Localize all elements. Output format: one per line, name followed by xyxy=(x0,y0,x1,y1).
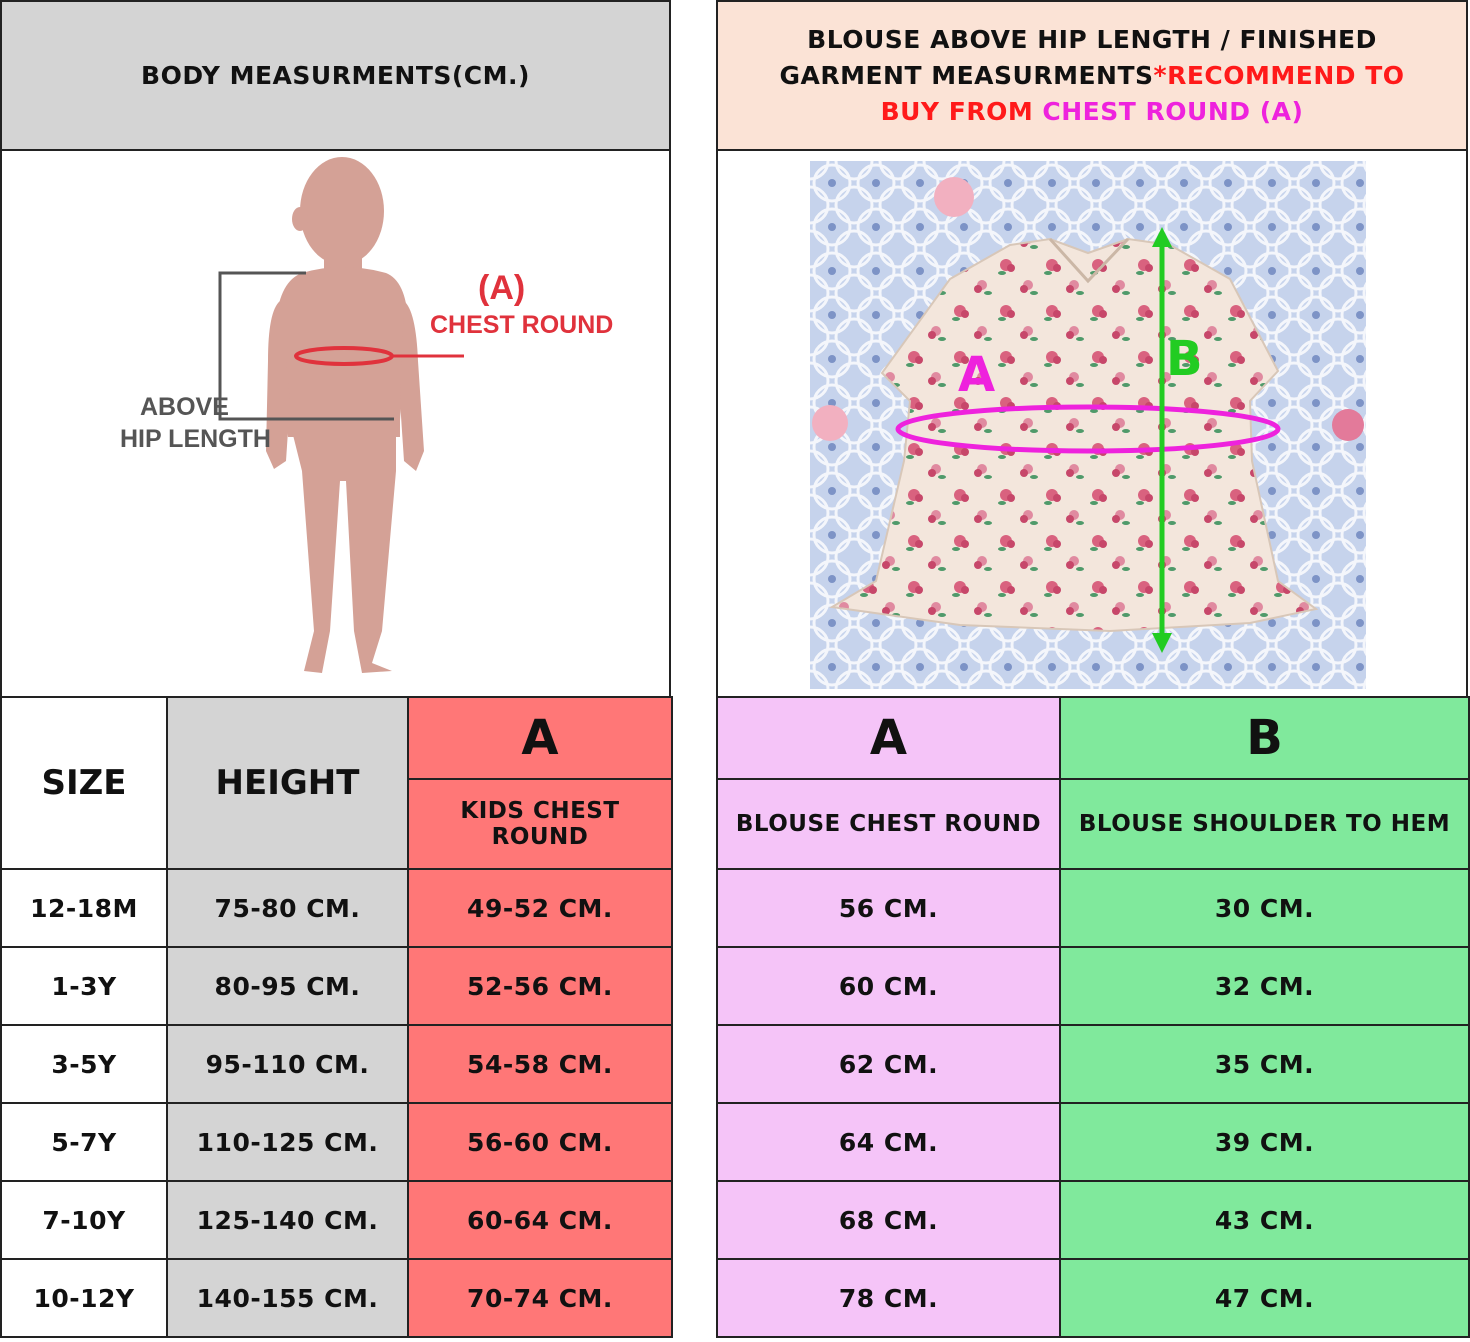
table-row: 68 CM. 43 CM. xyxy=(716,1180,1470,1260)
size-cell: 3-5Y xyxy=(0,1024,168,1104)
blouse-chest-cell: 60 CM. xyxy=(716,946,1061,1026)
table-row: 62 CM. 35 CM. xyxy=(716,1024,1470,1104)
kids-chest-cell: 60-64 CM. xyxy=(407,1180,673,1260)
kids-chest-cell: 56-60 CM. xyxy=(407,1102,673,1182)
chest-measure-ellipse xyxy=(895,404,1281,454)
kids-chest-cell: 52-56 CM. xyxy=(407,946,673,1026)
body-size-table: SIZE HEIGHT A KIDS CHEST ROUND 12-18M 75-… xyxy=(0,696,673,1338)
blouse-length-cell: 39 CM. xyxy=(1059,1102,1470,1182)
blouse-length-cell: 30 CM. xyxy=(1059,868,1470,948)
blouse-chest-cell: 64 CM. xyxy=(716,1102,1061,1182)
blouse-chest-cell: 68 CM. xyxy=(716,1180,1061,1260)
blouse-length-cell: 47 CM. xyxy=(1059,1258,1470,1338)
kids-chest-cell: 49-52 CM. xyxy=(407,868,673,948)
arrow-up-icon xyxy=(1152,227,1172,247)
height-cell: 140-155 CM. xyxy=(166,1258,409,1338)
marker-a-label: (A) xyxy=(478,269,526,307)
blouse-shape xyxy=(829,237,1319,633)
size-cell: 7-10Y xyxy=(0,1180,168,1260)
height-header: HEIGHT xyxy=(166,696,409,870)
table-row: 7-10Y 125-140 CM. 60-64 CM. xyxy=(0,1180,673,1260)
recommend-note: *RECOMMEND TO BUY FROM xyxy=(880,60,1405,126)
kids-chest-round-header: KIDS CHEST ROUND xyxy=(407,778,673,870)
height-cell: 95-110 CM. xyxy=(166,1024,409,1104)
photo-label-b: B xyxy=(1166,331,1203,387)
blouse-chest-round-header: BLOUSE CHEST ROUND xyxy=(716,778,1061,870)
height-cell: 125-140 CM. xyxy=(166,1180,409,1260)
table-row: 5-7Y 110-125 CM. 56-60 CM. xyxy=(0,1102,673,1182)
flower-decoration xyxy=(812,405,848,441)
table-row: 10-12Y 140-155 CM. 70-74 CM. xyxy=(0,1258,673,1338)
garment-header-title: BLOUSE ABOVE HIP LENGTH / FINISHED GARME… xyxy=(779,24,1377,90)
blouse-collar xyxy=(1048,237,1130,284)
kids-chest-cell: 70-74 CM. xyxy=(407,1258,673,1338)
blouse-photo xyxy=(810,161,1366,689)
height-cell: 80-95 CM. xyxy=(166,946,409,1026)
blouse-chest-cell: 56 CM. xyxy=(716,868,1061,948)
flower-decoration xyxy=(1332,409,1364,441)
hip-length-bracket xyxy=(218,271,394,421)
chest-round-a-note: CHEST ROUND (A) xyxy=(1042,96,1304,126)
blouse-chest-cell: 62 CM. xyxy=(716,1024,1061,1104)
blouse-photo-panel: A B xyxy=(716,149,1468,698)
blouse-length-cell: 32 CM. xyxy=(1059,946,1470,1026)
kids-chest-cell: 54-58 CM. xyxy=(407,1024,673,1104)
chest-round-label: CHEST ROUND xyxy=(430,311,614,339)
table-row: 3-5Y 95-110 CM. 54-58 CM. xyxy=(0,1024,673,1104)
above-label: ABOVE xyxy=(140,393,229,421)
garment-measurements-header: BLOUSE ABOVE HIP LENGTH / FINISHED GARME… xyxy=(716,0,1468,151)
hip-length-label: HIP LENGTH xyxy=(120,425,271,453)
body-measurements-title: BODY MEASURMENTS(CM.) xyxy=(141,61,530,90)
size-cell: 12-18M xyxy=(0,868,168,948)
blouse-shoulder-to-hem-header: BLOUSE SHOULDER TO HEM xyxy=(1059,778,1470,870)
kids-chest-a-header: A xyxy=(407,696,673,780)
size-header: SIZE xyxy=(0,696,168,870)
photo-label-a: A xyxy=(958,347,996,403)
table-row: 60 CM. 32 CM. xyxy=(716,946,1470,1026)
blouse-length-cell: 43 CM. xyxy=(1059,1180,1470,1260)
table-row: 1-3Y 80-95 CM. 52-56 CM. xyxy=(0,946,673,1026)
child-silhouette-diagram xyxy=(218,157,464,673)
height-cell: 75-80 CM. xyxy=(166,868,409,948)
child-silhouette-panel: (A) CHEST ROUND ABOVE HIP LENGTH xyxy=(0,149,671,698)
table-row: 12-18M 75-80 CM. 49-52 CM. xyxy=(0,868,673,948)
size-cell: 1-3Y xyxy=(0,946,168,1026)
table-row: 64 CM. 39 CM. xyxy=(716,1102,1470,1182)
table-row: 78 CM. 47 CM. xyxy=(716,1258,1470,1338)
child-silhouette xyxy=(266,157,424,673)
size-cell: 10-12Y xyxy=(0,1258,168,1338)
height-cell: 110-125 CM. xyxy=(166,1102,409,1182)
flower-decoration xyxy=(934,177,974,217)
blouse-length-cell: 35 CM. xyxy=(1059,1024,1470,1104)
blouse-length-b-header: B xyxy=(1059,696,1470,780)
arrow-down-icon xyxy=(1152,633,1172,653)
table-row: 56 CM. 30 CM. xyxy=(716,868,1470,948)
size-cell: 5-7Y xyxy=(0,1102,168,1182)
garment-size-table: A B BLOUSE CHEST ROUND BLOUSE SHOULDER T… xyxy=(716,696,1470,1338)
body-measurements-header: BODY MEASURMENTS(CM.) xyxy=(0,0,671,151)
blouse-chest-cell: 78 CM. xyxy=(716,1258,1061,1338)
blouse-chest-a-header: A xyxy=(716,696,1061,780)
garment-header-text: BLOUSE ABOVE HIP LENGTH / FINISHED GARME… xyxy=(748,22,1436,130)
